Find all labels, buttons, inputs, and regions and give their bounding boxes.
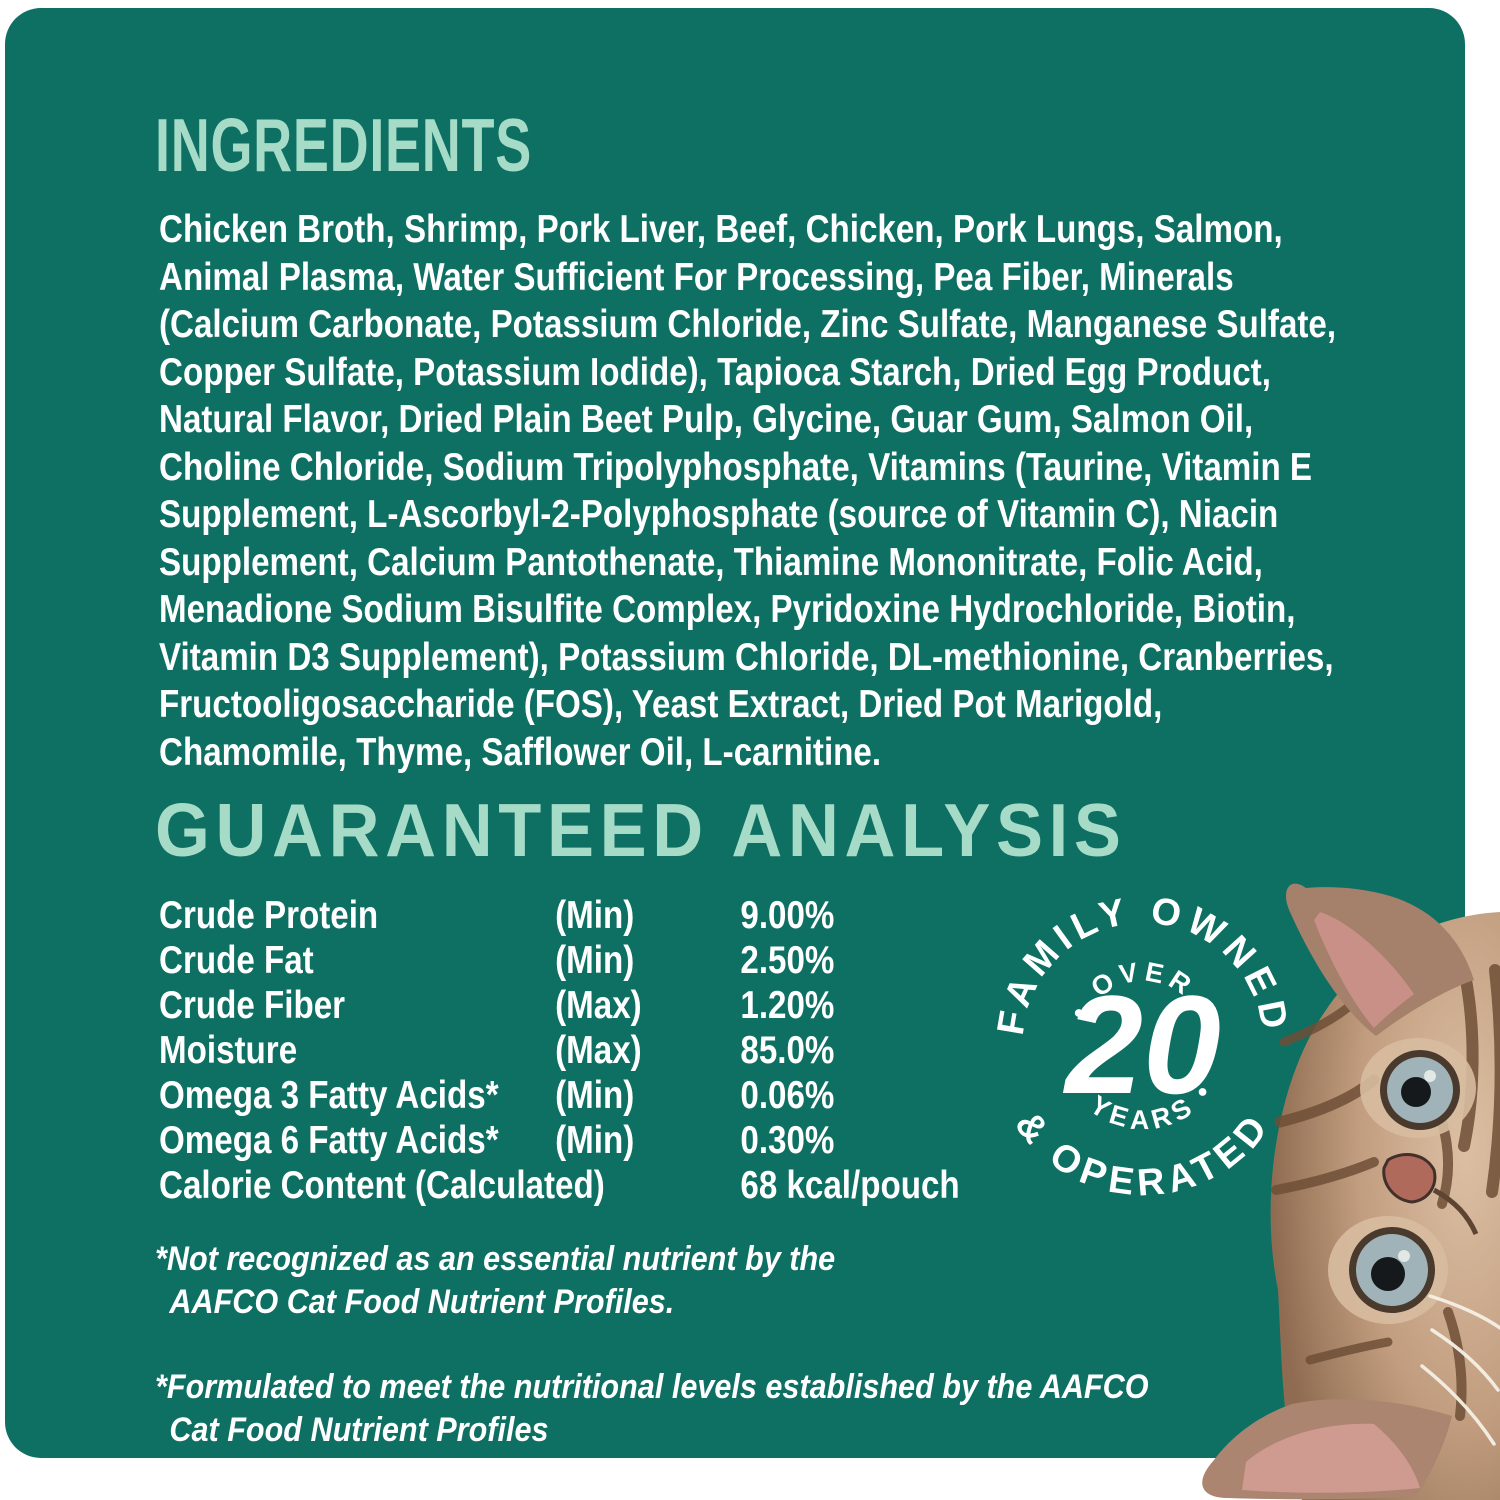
- nutrient-value: 68 kcal/pouch: [740, 1164, 960, 1207]
- ingredients-line: Supplement, L-Ascorbyl-2-Polyphosphate (…: [159, 493, 1279, 536]
- nutrient-label: Omega 3 Fatty Acids*: [159, 1074, 499, 1117]
- nutrient-qualifier: (Max): [555, 1029, 642, 1072]
- footnote-line: *Not recognized as an essential nutrient…: [155, 1240, 836, 1278]
- peeking-cat-photo: [1202, 883, 1500, 1500]
- ingredients-line: Animal Plasma, Water Sufficient For Proc…: [159, 255, 1234, 299]
- table-row: Crude Fiber (Max) 1.20%: [159, 983, 960, 1028]
- teal-label-panel: [5, 8, 1465, 1458]
- badge-20-number: 20: [1062, 966, 1221, 1123]
- ingredients-title: INGREDIENTS: [155, 103, 532, 187]
- footnote-line: AAFCO Cat Food Nutrient Profiles.: [169, 1283, 675, 1321]
- nutrient-label: Crude Fat: [159, 939, 314, 982]
- ingredients-line: Menadione Sodium Bisulfite Complex, Pyri…: [159, 588, 1296, 631]
- nutrient-value: 9.00%: [740, 894, 835, 937]
- cat-nose: [1382, 1153, 1479, 1236]
- ingredients-text: Chicken Broth, Shrimp, Pork Liver, Beef,…: [159, 206, 1336, 776]
- footnote-line: *Formulated to meet the nutritional leve…: [155, 1368, 1149, 1406]
- ingredients-line: (Calcium Carbonate, Potassium Chloride, …: [159, 303, 1337, 346]
- footnote-aafco-nutrient: *Not recognized as an essential nutrient…: [155, 1238, 835, 1324]
- ingredients-line: Copper Sulfate, Potassium Iodide), Tapio…: [159, 350, 1271, 394]
- ingredients-line: Vitamin D3 Supplement), Potassium Chlori…: [159, 635, 1334, 679]
- nutrient-value: 1.20%: [740, 984, 835, 1027]
- footnote-line: Cat Food Nutrient Profiles: [169, 1411, 549, 1449]
- nutrient-label: Crude Fiber: [159, 984, 346, 1027]
- nutrient-qualifier: (Min): [555, 939, 635, 982]
- nutrient-value: 0.06%: [740, 1074, 835, 1117]
- ingredients-line: Natural Flavor, Dried Plain Beet Pulp, G…: [159, 398, 1254, 441]
- table-row: Moisture (Max) 85.0%: [159, 1028, 960, 1073]
- nutrient-qualifier: (Min): [555, 894, 635, 937]
- nutrient-label: Calorie Content (Calculated): [159, 1164, 605, 1207]
- cat-eye-lower: [1349, 1227, 1435, 1313]
- nutrient-value: 0.30%: [740, 1119, 835, 1162]
- ingredients-line: Supplement, Calcium Pantothenate, Thiami…: [159, 540, 1263, 584]
- guaranteed-analysis-title: GUARANTEED ANALYSIS: [155, 788, 1127, 872]
- ingredients-line: Choline Chloride, Sodium Tripolyphosphat…: [159, 445, 1313, 489]
- nutrient-qualifier: (Min): [555, 1119, 635, 1162]
- table-row: Crude Fat (Min) 2.50%: [159, 938, 960, 983]
- table-row: Omega 3 Fatty Acids* (Min) 0.06%: [159, 1073, 960, 1118]
- guaranteed-analysis-table: Crude Protein (Min) 9.00% Crude Fat (Min…: [159, 893, 960, 1208]
- ingredients-line: Fructooligosaccharide (FOS), Yeast Extra…: [159, 683, 1163, 726]
- footnote-aafco-formulated: *Formulated to meet the nutritional leve…: [155, 1366, 1149, 1452]
- cat-whiskers: [1420, 1294, 1500, 1446]
- family-owned-badge: FAMILY OWNED & OPERATED • OVER • • YEARS…: [990, 890, 1290, 1205]
- nutrient-value: 2.50%: [740, 939, 835, 982]
- ingredients-line: Chamomile, Thyme, Safflower Oil, L-carni…: [159, 730, 882, 774]
- nutrient-label: Crude Protein: [159, 894, 379, 937]
- nutrient-qualifier: (Max): [555, 984, 642, 1027]
- ingredients-line: Chicken Broth, Shrimp, Pork Liver, Beef,…: [159, 208, 1283, 251]
- table-row: Omega 6 Fatty Acids* (Min) 0.30%: [159, 1118, 960, 1163]
- nutrient-qualifier: (Min): [555, 1074, 635, 1117]
- nutrient-qualifier: [555, 1163, 740, 1208]
- table-row: Crude Protein (Min) 9.00%: [159, 893, 960, 938]
- cat-eye-upper: [1380, 1050, 1460, 1130]
- table-row: Calorie Content (Calculated) 68 kcal/pou…: [159, 1163, 960, 1208]
- nutrient-label: Moisture: [159, 1029, 298, 1072]
- nutrient-value: 85.0%: [740, 1029, 835, 1072]
- nutrient-label: Omega 6 Fatty Acids*: [159, 1119, 499, 1162]
